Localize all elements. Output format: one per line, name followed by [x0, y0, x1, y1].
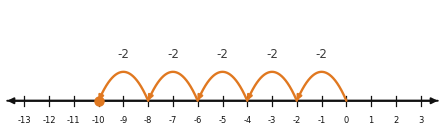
Text: 2: 2 [393, 116, 399, 125]
Text: -2: -2 [316, 48, 328, 61]
Text: -10: -10 [92, 116, 105, 125]
Text: -12: -12 [42, 116, 56, 125]
Text: -8: -8 [144, 116, 152, 125]
Text: -5: -5 [218, 116, 227, 125]
Text: 3: 3 [418, 116, 423, 125]
Text: -3: -3 [268, 116, 276, 125]
Text: -7: -7 [169, 116, 177, 125]
Text: -2: -2 [266, 48, 278, 61]
Text: -2: -2 [293, 116, 301, 125]
Text: -2: -2 [117, 48, 129, 61]
Text: -6: -6 [194, 116, 202, 125]
Text: 0: 0 [344, 116, 349, 125]
Text: 1: 1 [368, 116, 374, 125]
Text: -11: -11 [67, 116, 81, 125]
Text: -13: -13 [17, 116, 31, 125]
Text: -4: -4 [243, 116, 251, 125]
Text: -2: -2 [217, 48, 228, 61]
Text: -2: -2 [167, 48, 179, 61]
Text: -9: -9 [119, 116, 128, 125]
Text: -1: -1 [317, 116, 326, 125]
